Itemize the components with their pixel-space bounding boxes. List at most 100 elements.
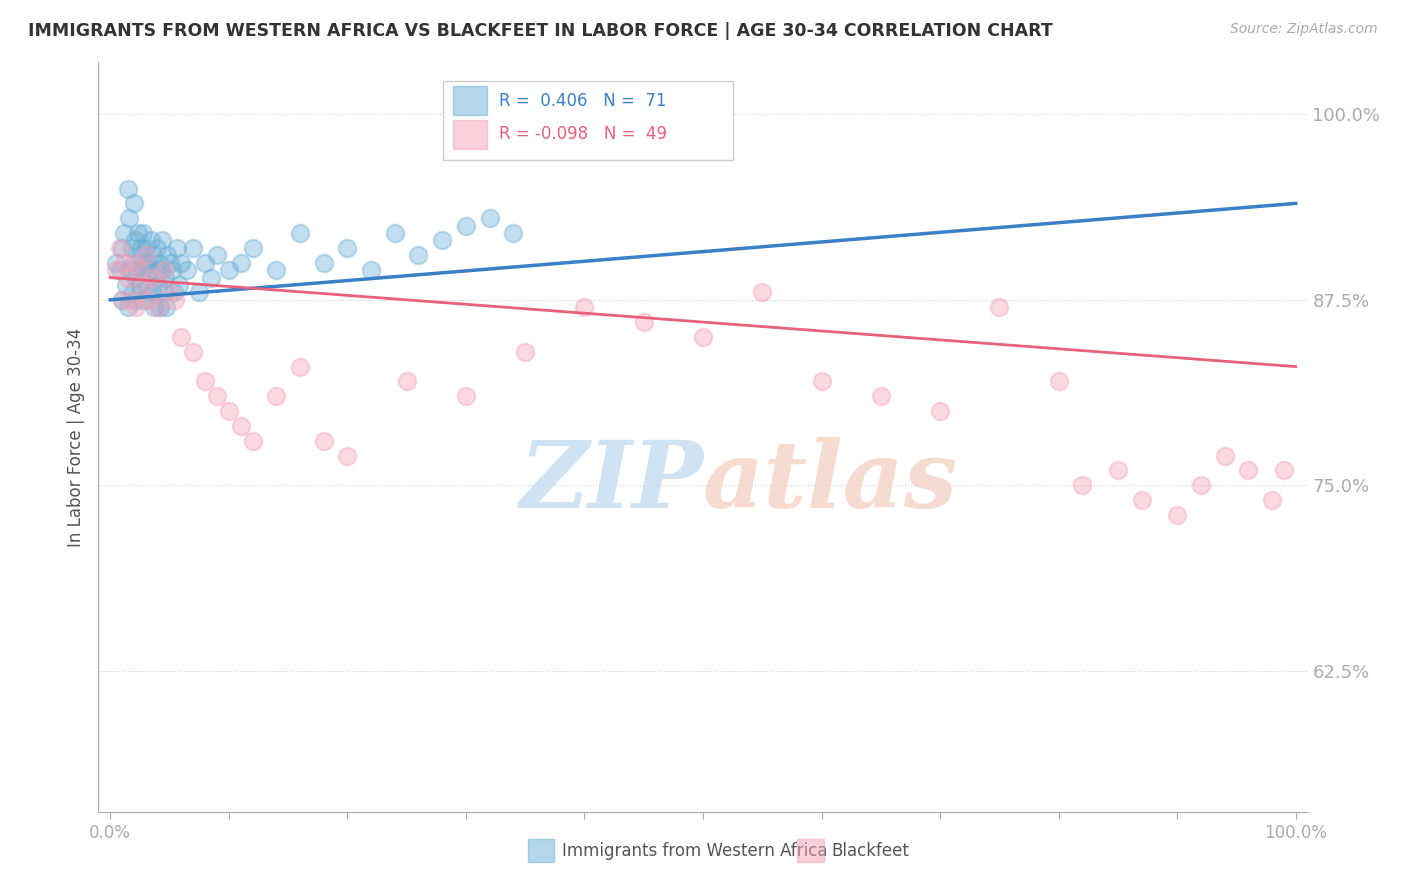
Point — [142, 248, 165, 262]
Point — [135, 241, 157, 255]
Point — [1189, 478, 1212, 492]
Point — [395, 375, 418, 389]
Point — [288, 359, 311, 374]
Point — [128, 263, 150, 277]
Point — [432, 234, 454, 248]
Point — [122, 256, 145, 270]
Point — [149, 300, 172, 314]
FancyBboxPatch shape — [797, 839, 824, 862]
Point — [114, 256, 136, 270]
Point — [200, 270, 222, 285]
Point — [143, 300, 166, 314]
Point — [229, 256, 252, 270]
Point — [218, 263, 240, 277]
Point — [205, 248, 228, 262]
Point — [264, 389, 287, 403]
Point — [159, 285, 181, 300]
Point — [141, 285, 163, 300]
Point — [143, 263, 166, 277]
Point — [1272, 463, 1295, 477]
Point — [136, 256, 159, 270]
Point — [929, 404, 952, 418]
Point — [129, 248, 152, 262]
FancyBboxPatch shape — [453, 87, 486, 115]
Point — [176, 263, 198, 277]
Point — [165, 293, 187, 307]
Text: ZIP: ZIP — [519, 437, 703, 527]
FancyBboxPatch shape — [453, 120, 486, 149]
Point — [129, 278, 152, 293]
Point — [135, 248, 157, 262]
Point — [502, 226, 524, 240]
Point — [152, 285, 174, 300]
Point — [988, 300, 1011, 314]
Point — [105, 256, 128, 270]
Point — [170, 330, 193, 344]
Point — [121, 285, 143, 300]
Point — [205, 389, 228, 403]
Point — [152, 263, 174, 277]
Point — [111, 241, 134, 255]
Point — [132, 278, 155, 293]
Point — [160, 263, 183, 277]
Point — [120, 263, 142, 277]
Point — [146, 278, 169, 293]
Point — [163, 285, 186, 300]
Point — [159, 256, 181, 270]
Point — [1071, 478, 1094, 492]
Point — [117, 181, 139, 195]
Point — [166, 241, 188, 255]
Point — [288, 226, 311, 240]
Point — [188, 285, 211, 300]
Point — [114, 226, 136, 240]
Point — [125, 293, 148, 307]
Point — [121, 241, 143, 255]
Point — [264, 263, 287, 277]
Point — [122, 196, 145, 211]
Point — [336, 449, 359, 463]
FancyBboxPatch shape — [527, 839, 554, 862]
Point — [170, 256, 193, 270]
Point — [131, 263, 153, 277]
Point — [229, 419, 252, 434]
Point — [153, 270, 176, 285]
Point — [869, 389, 891, 403]
Point — [129, 241, 152, 255]
Point — [132, 226, 155, 240]
Point — [150, 263, 173, 277]
Point — [125, 300, 148, 314]
Point — [312, 256, 335, 270]
Point — [138, 293, 160, 307]
Point — [146, 300, 169, 314]
Point — [117, 300, 139, 314]
Point — [111, 293, 134, 307]
Text: R =  0.406   N =  71: R = 0.406 N = 71 — [499, 92, 666, 110]
Point — [194, 256, 217, 270]
Point — [336, 241, 359, 255]
Point — [111, 293, 134, 307]
Point — [129, 263, 152, 277]
Point — [574, 300, 596, 314]
Point — [1130, 493, 1153, 508]
Point — [810, 375, 832, 389]
FancyBboxPatch shape — [443, 81, 734, 160]
Point — [181, 241, 204, 255]
Point — [751, 285, 773, 300]
Point — [218, 404, 240, 418]
Point — [181, 344, 204, 359]
Point — [384, 226, 406, 240]
Point — [117, 270, 139, 285]
Point — [478, 211, 501, 226]
Point — [515, 344, 537, 359]
Point — [156, 248, 179, 262]
Y-axis label: In Labor Force | Age 30-34: In Labor Force | Age 30-34 — [66, 327, 84, 547]
Text: R = -0.098   N =  49: R = -0.098 N = 49 — [499, 126, 666, 144]
Point — [312, 434, 335, 448]
Text: Source: ZipAtlas.com: Source: ZipAtlas.com — [1230, 22, 1378, 37]
Point — [408, 248, 430, 262]
Point — [127, 226, 149, 240]
Point — [125, 270, 148, 285]
Text: atlas: atlas — [703, 437, 959, 527]
Point — [145, 241, 167, 255]
Point — [167, 278, 190, 293]
